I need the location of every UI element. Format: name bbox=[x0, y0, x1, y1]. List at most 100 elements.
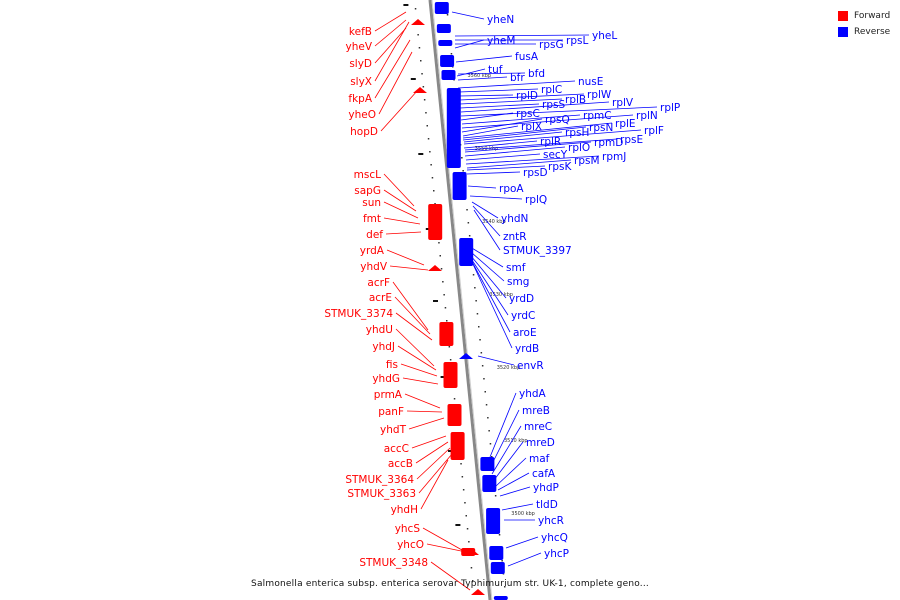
gene-label: panF bbox=[378, 406, 404, 418]
leader-line bbox=[392, 281, 429, 331]
leader-line bbox=[465, 249, 507, 299]
gene-label: cafA bbox=[532, 468, 556, 480]
track-dot bbox=[462, 170, 464, 172]
reverse-gene-block bbox=[486, 508, 501, 534]
reverse-gene-block bbox=[440, 55, 455, 67]
gene-label: rpsK bbox=[548, 161, 572, 173]
track-dot bbox=[461, 157, 463, 159]
gene-label: STMUK_3397 bbox=[503, 245, 572, 257]
tick-mark bbox=[410, 78, 416, 80]
track-dot bbox=[443, 294, 445, 296]
legend-item-forward: Forward bbox=[838, 9, 890, 23]
leader-line bbox=[465, 155, 600, 165]
gene-label: mreC bbox=[524, 421, 552, 433]
gene-label: rplO bbox=[568, 142, 590, 154]
gene-label: slyX bbox=[350, 76, 372, 88]
genome-axis bbox=[428, 0, 492, 600]
leader-line bbox=[507, 552, 542, 567]
leader-line bbox=[385, 231, 422, 235]
track-dot bbox=[491, 456, 493, 458]
reverse-gene-block bbox=[438, 40, 453, 46]
track-dot bbox=[481, 365, 484, 367]
reverse-gene-block bbox=[441, 70, 456, 80]
track-dot bbox=[498, 534, 501, 536]
gene-label: aroE bbox=[513, 327, 537, 339]
gene-label: zntR bbox=[503, 231, 527, 243]
leader-line bbox=[501, 503, 534, 511]
leader-line bbox=[464, 138, 618, 151]
gene-label: yhdU bbox=[366, 324, 393, 336]
track-dot bbox=[433, 190, 435, 192]
forward-gene-block bbox=[450, 432, 465, 460]
track-dot bbox=[434, 203, 436, 205]
gene-label: STMUK_3374 bbox=[324, 308, 393, 320]
track-dot bbox=[483, 378, 485, 380]
gene-label: yhcS bbox=[395, 523, 421, 535]
leader-line bbox=[404, 393, 441, 409]
gene-label: kefB bbox=[349, 26, 372, 38]
gene-label: rpsQ bbox=[545, 114, 570, 126]
track-dot bbox=[465, 515, 467, 517]
gene-label: smg bbox=[507, 276, 529, 288]
track-dot bbox=[472, 274, 475, 276]
track-dot bbox=[480, 352, 483, 354]
gene-label: yheL bbox=[592, 30, 617, 42]
forward-swatch-icon bbox=[838, 11, 848, 21]
leader-line bbox=[466, 165, 546, 171]
gene-label: rplF bbox=[644, 125, 664, 137]
gene-label: accC bbox=[384, 443, 409, 455]
gene-label: rplD bbox=[516, 90, 538, 102]
leader-line bbox=[463, 245, 505, 282]
track-dot bbox=[504, 586, 506, 588]
leader-line bbox=[374, 39, 411, 99]
gene-label: mreD bbox=[526, 437, 555, 449]
gene-label: yhdH bbox=[391, 504, 418, 516]
gene-label: fusA bbox=[515, 51, 539, 63]
track-dot bbox=[462, 489, 465, 491]
leader-line bbox=[408, 417, 445, 430]
leader-line bbox=[406, 410, 443, 413]
gene-label: sapG bbox=[354, 185, 381, 197]
gene-label: rpsD bbox=[523, 167, 548, 179]
reverse-gene-block bbox=[490, 562, 505, 574]
leader-line bbox=[460, 106, 658, 117]
track-dot bbox=[484, 391, 486, 393]
forward-gene-block bbox=[443, 362, 458, 388]
leader-line bbox=[495, 457, 527, 487]
gene-label: fmt bbox=[363, 213, 381, 225]
gene-arrow bbox=[411, 19, 425, 25]
axis-tick-label: 3510 kbp bbox=[504, 438, 528, 444]
gene-label: def bbox=[366, 229, 383, 241]
gene-arrow bbox=[459, 353, 473, 359]
gene-label: rpsC bbox=[516, 108, 540, 120]
gene-label: rpsE bbox=[620, 134, 643, 146]
gene-label: yrdD bbox=[509, 293, 534, 305]
gene-label: bfd bbox=[528, 68, 545, 80]
leader-line bbox=[422, 527, 463, 551]
leader-line bbox=[497, 472, 530, 491]
gene-label: rpsM bbox=[574, 155, 600, 167]
leader-line bbox=[458, 88, 539, 93]
gene-label: sun bbox=[362, 197, 381, 209]
gene-label: rpsS bbox=[542, 99, 565, 111]
gene-label: yrdC bbox=[511, 310, 535, 322]
leader-line bbox=[457, 76, 508, 81]
leader-line bbox=[467, 253, 509, 316]
gene-label: tuf bbox=[488, 64, 503, 76]
track-dot bbox=[446, 14, 449, 16]
gene-label: rpmJ bbox=[602, 151, 626, 163]
track-dot bbox=[423, 99, 426, 101]
reverse-gene-block bbox=[482, 475, 497, 492]
leader-line bbox=[416, 447, 451, 480]
genome-axis-shadow bbox=[431, 0, 493, 600]
leader-line bbox=[456, 68, 486, 77]
gene-label: yheM bbox=[487, 35, 515, 47]
leader-line bbox=[463, 129, 642, 145]
gene-label: yhdA bbox=[519, 388, 547, 400]
gene-label: STMUK_3363 bbox=[347, 488, 416, 500]
tick-mark bbox=[455, 524, 461, 526]
legend-item-reverse: Reverse bbox=[838, 25, 890, 39]
leader-line bbox=[455, 55, 513, 63]
leader-line bbox=[463, 140, 538, 149]
